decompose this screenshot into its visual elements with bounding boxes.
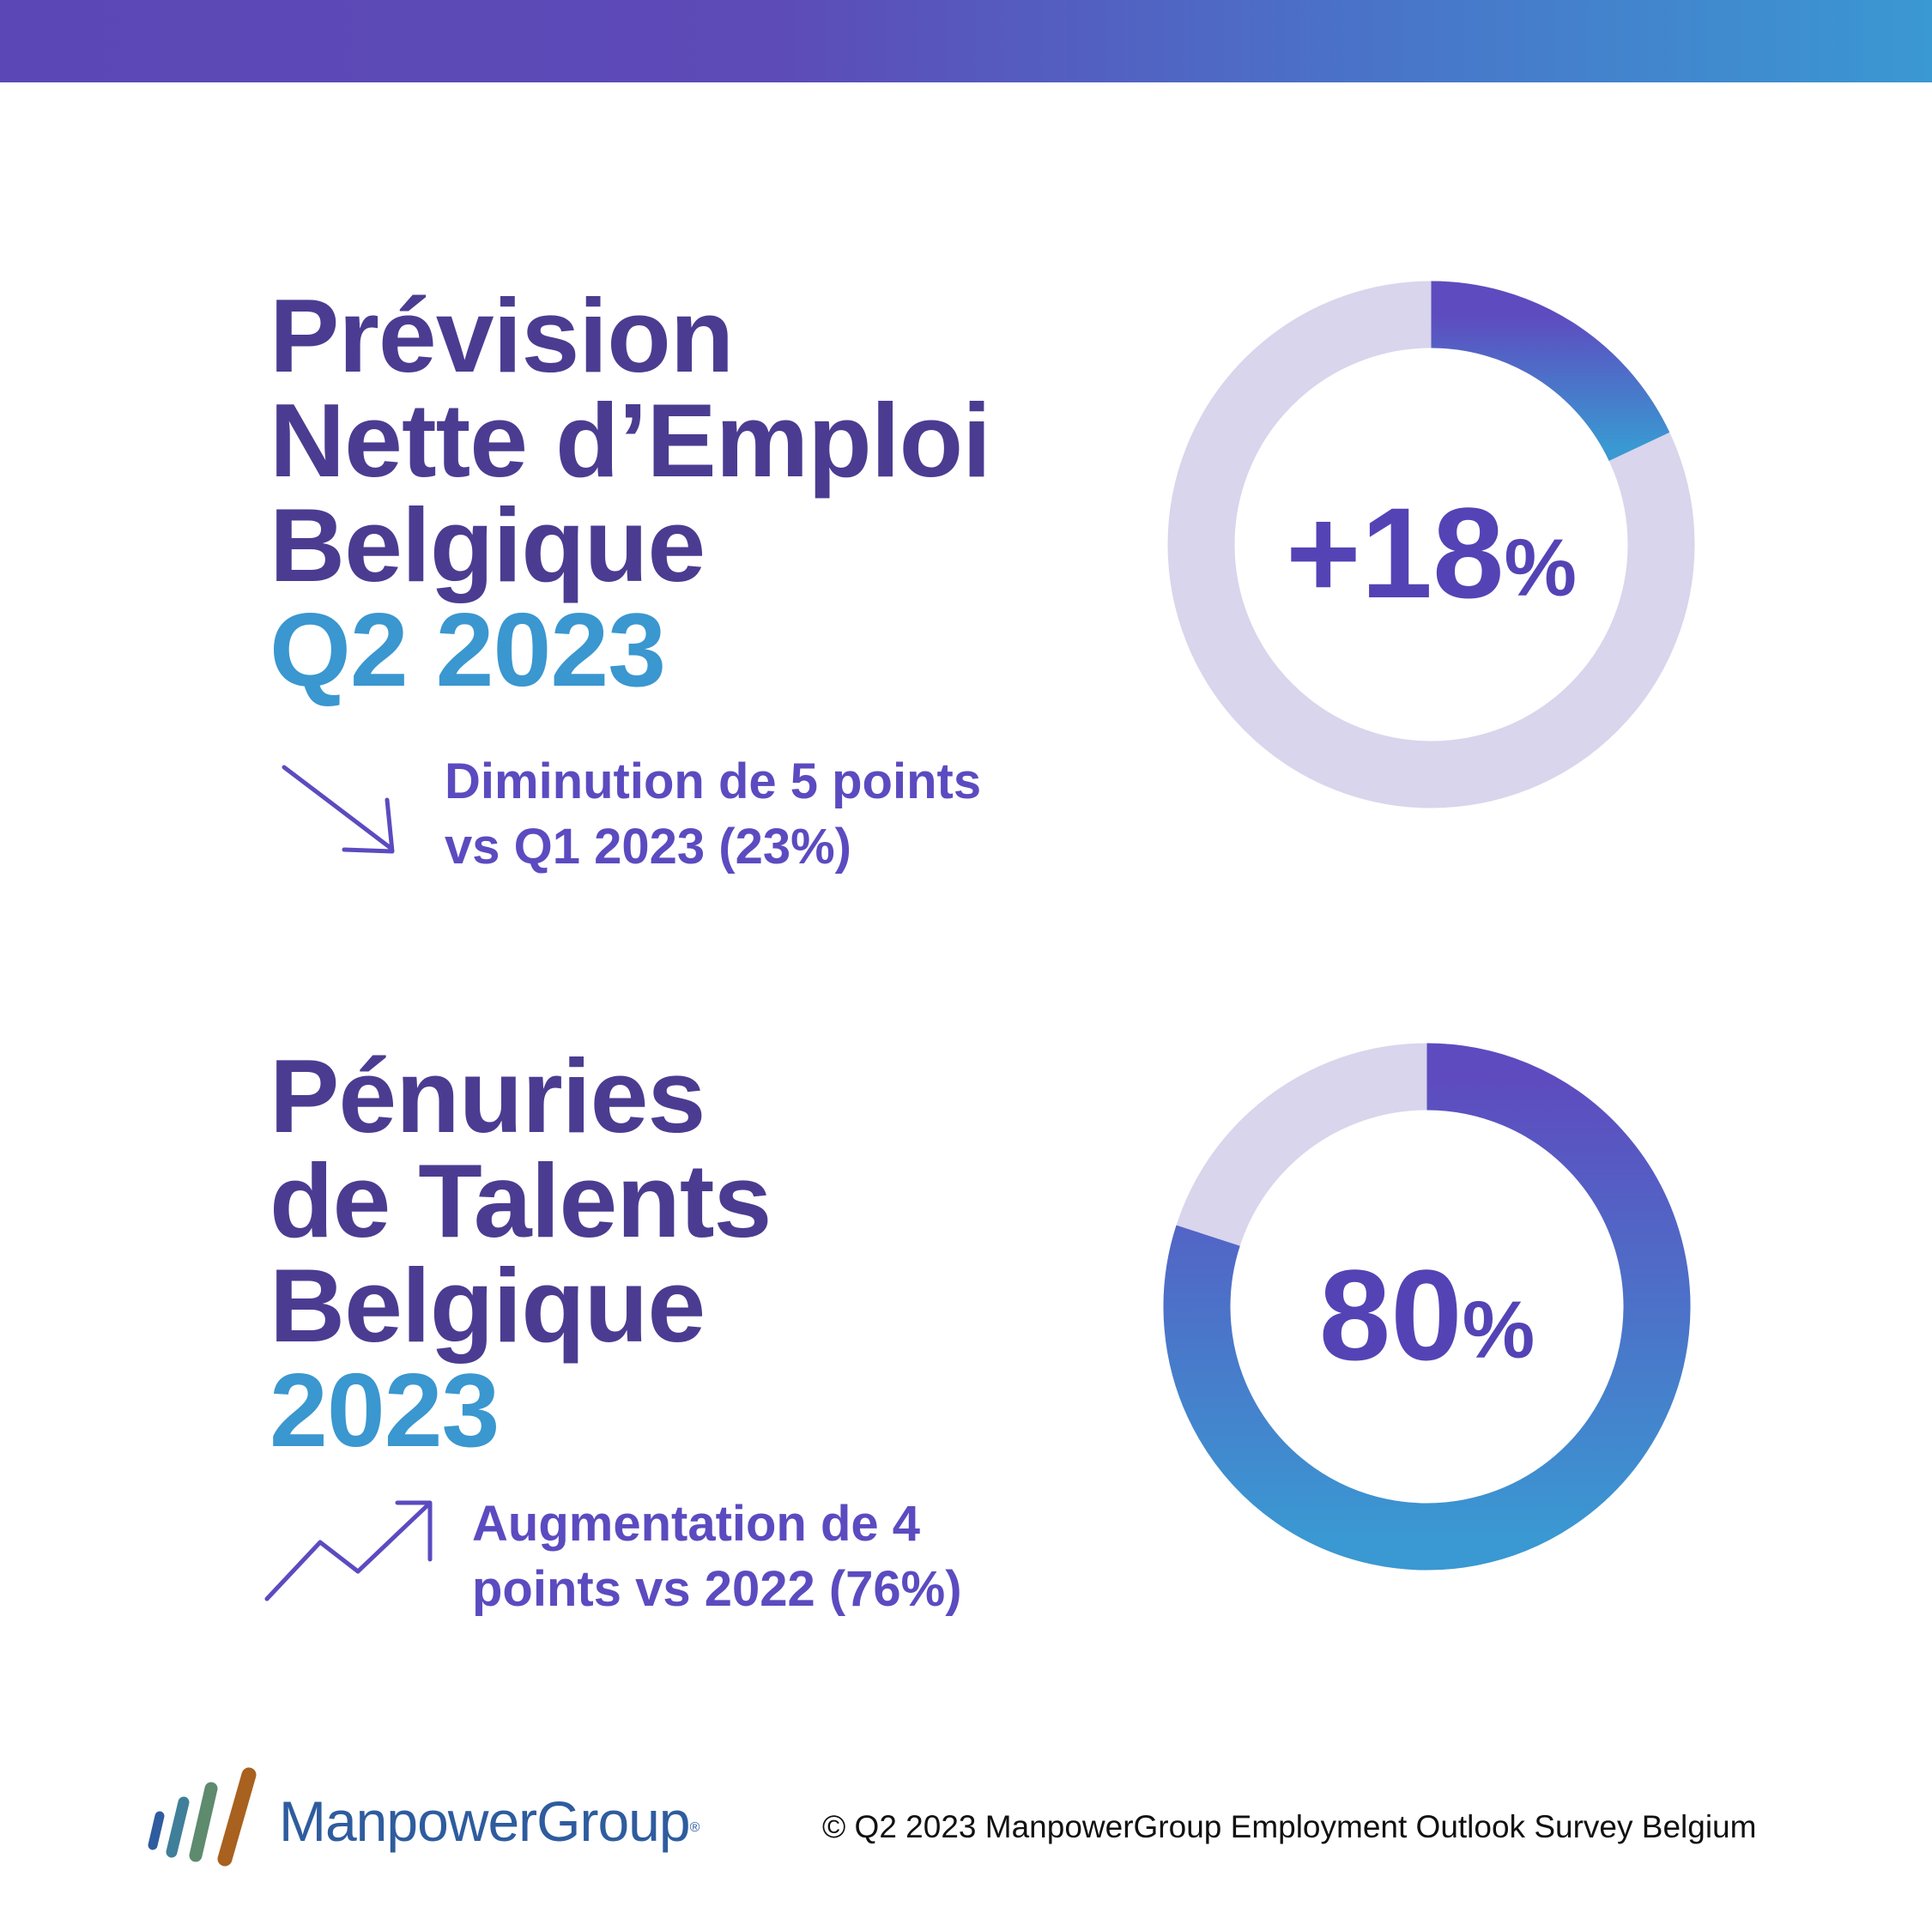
title-line: de Talents [270,1142,772,1259]
talent-shortage-title: Pénuries de Talents Belgique 2023 [270,1038,772,1468]
title-period: 2023 [270,1352,500,1468]
title-line: Prévision [270,277,734,394]
brand-name: ManpowerGroup® [279,1787,700,1855]
brand-text: ManpowerGroup [279,1789,691,1853]
top-gradient-bar [0,0,1932,82]
talent-shortage-donut: 80% [1159,1038,1695,1575]
donut-value-slice [1430,281,1670,462]
donut-chart-svg [1167,281,1695,808]
note-line: vs Q1 2023 (23%) [445,819,851,875]
note-line: Diminution de 5 points [445,754,982,809]
net-employment-title: Prévision Nette d’Emploi Belgique Q2 202… [270,277,991,708]
note-line: points vs 2022 (76%) [472,1561,962,1617]
donut-value-slice [1163,1043,1691,1571]
trend-up-icon [264,1500,433,1601]
trend-note: Diminution de 5 points vs Q1 2023 (23%) [445,749,981,880]
title-line: Belgique [270,487,706,603]
title-line: Nette d’Emploi [270,382,991,499]
trend-note: Augmentation de 4 points vs 2022 (76%) [472,1492,962,1622]
donut-chart-svg [1163,1043,1691,1571]
note-line: Augmentation de 4 [472,1496,921,1552]
net-employment-donut: +18% [1163,276,1699,813]
title-period: Q2 2023 [270,591,666,708]
arrow-down-right-icon [282,765,395,854]
title-line: Pénuries [270,1038,706,1154]
manpowergroup-logo-icon [148,1767,257,1867]
registered-mark: ® [689,1820,700,1835]
title-line: Belgique [270,1247,706,1364]
copyright-text: © Q2 2023 ManpowerGroup Employment Outlo… [822,1809,1757,1844]
